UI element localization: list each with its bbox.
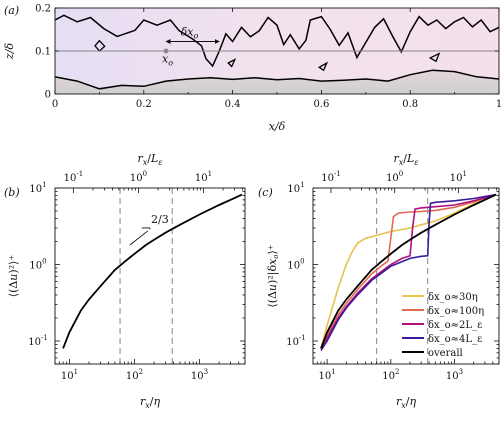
- lower-region: [55, 70, 499, 94]
- y-tick-label: 100: [29, 257, 46, 271]
- upper-interface-contour: [55, 14, 499, 68]
- legend-label: δx_o≈30η: [428, 292, 478, 303]
- contour-loop: [94, 39, 106, 52]
- xo-label: xo: [162, 53, 173, 68]
- y-tick-label: 101: [287, 181, 304, 195]
- x-tick-label: 101: [61, 368, 78, 382]
- contour-loop: [428, 52, 441, 63]
- y-tick-label: 0.2: [35, 4, 51, 15]
- panel-a: (a) 0 0.2 0.4 0.6 0.8 100.10.2 xo δxo x/δ z/δ: [3, 4, 502, 134]
- top-x-tick-label: 100: [130, 170, 147, 184]
- panel-c-ylabel: ⟨(Δu)²|δxo⟩⁺: [266, 244, 280, 307]
- y-tick-label: 10-1: [286, 334, 306, 348]
- x-tick-label: 0.2: [136, 99, 152, 110]
- legend-label: δx_o≈100η: [428, 306, 484, 317]
- slope-triangle: [129, 230, 149, 246]
- panel-a-xlabel: x/δ: [269, 120, 286, 133]
- panel-b: (b) 101 102 103 10-1 100 101 10-1 100 101 2/3 rx…: [4, 152, 246, 410]
- panel-b-label: (b): [4, 186, 20, 199]
- series-line: [320, 193, 497, 349]
- panel-c-top-xlabel: rx/Lε: [393, 152, 418, 167]
- y-tick-label: 0.1: [35, 47, 51, 58]
- x-tick-label: 102: [126, 368, 143, 382]
- lower-interface-contour: [55, 69, 499, 90]
- x-tick-label: 102: [382, 368, 399, 382]
- panel-b-xlabel: rx/η: [140, 395, 161, 410]
- x-tick-label: 103: [446, 368, 463, 382]
- slope-label: 2/3: [151, 213, 169, 226]
- x-tick-label: 0.8: [402, 99, 418, 110]
- panel-b-top-xlabel: rx/Lε: [137, 152, 162, 167]
- xo-point: [163, 48, 169, 54]
- panel-b-ylabel: ⟨(Δu)²⟩⁺: [7, 255, 20, 298]
- contour-loop: [227, 58, 237, 68]
- x-tick-label: 0.6: [313, 99, 329, 110]
- panel-b-frame: [54, 187, 246, 365]
- top-x-tick-label: 101: [450, 170, 467, 184]
- panel-c-xlabel: rx/η: [396, 395, 417, 410]
- y-tick-label: 101: [29, 181, 46, 195]
- y-tick-label: 10-1: [28, 334, 48, 348]
- x-tick-label: 1: [496, 99, 502, 110]
- y-tick-label: 0: [45, 90, 51, 101]
- y-tick-label: 100: [287, 257, 304, 271]
- top-x-tick-label: 10-1: [321, 170, 341, 184]
- panel-a-ylabel: z/δ: [3, 43, 16, 61]
- x-tick-label: 0.4: [225, 99, 241, 110]
- top-x-tick-label: 100: [386, 170, 403, 184]
- top-x-tick-label: 101: [195, 170, 212, 184]
- panel-a-label: (a): [4, 4, 19, 17]
- legend-label: δx_o≈4L_ε: [428, 334, 482, 345]
- legend-label: δx_o≈2L_ε: [428, 320, 482, 331]
- series-line: [320, 193, 497, 349]
- x-tick-label: 101: [319, 368, 336, 382]
- series-line: [320, 193, 497, 349]
- panel-c-label: (c): [258, 186, 273, 199]
- series-line: [62, 193, 243, 349]
- panel-c: (c) 101 102 103 10-1 100 101 10-1 100 101 δx_o≈3…: [258, 152, 500, 410]
- legend-label: overall: [428, 348, 463, 359]
- series-line: [320, 193, 497, 351]
- legend: δx_o≈30η δx_o≈100η δx_o≈2L_ε δx_o≈4L_εovera…: [402, 292, 484, 359]
- top-x-tick-label: 10-1: [64, 170, 84, 184]
- contour-loop: [317, 61, 329, 72]
- x-tick-label: 103: [191, 368, 208, 382]
- x-tick-label: 0: [52, 99, 58, 110]
- series-line: [320, 193, 497, 349]
